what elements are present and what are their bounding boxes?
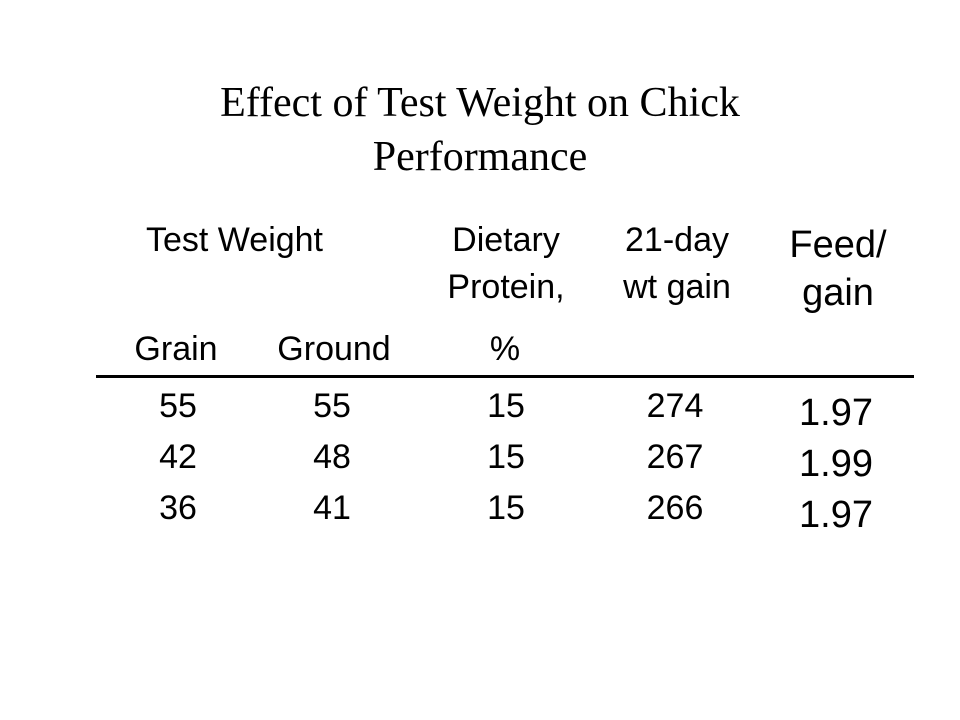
table-cell-protein: 15 [487,438,525,476]
header-dietary-protein-line-1: Dietary [452,221,560,259]
table-cell-protein: 15 [487,489,525,527]
table-cell-gain: 274 [646,387,704,425]
table-cell-grain: 42 [159,438,197,476]
table-cell-gain: 266 [646,489,704,527]
header-divider [96,375,914,378]
header-wt-gain-line-1: 21-day [625,221,729,259]
table-cell-grain: 55 [159,387,197,425]
slide-title: Effect of Test Weight on Chick Performan… [0,76,960,184]
subheader-grain: Grain [134,330,218,368]
table-cell-ground: 41 [313,489,351,527]
subheader-ground: Ground [277,330,391,368]
header-feed-gain-line-2: gain [802,272,874,314]
table-cell-gain: 267 [646,438,704,476]
slide-title-line-2: Performance [372,134,588,180]
slide-title-line-1: Effect of Test Weight on Chick [220,80,740,126]
table-cell-ground: 55 [313,387,351,425]
subheader-percent: % [489,330,521,368]
header-wt-gain-line-2: wt gain [623,268,731,306]
table-cell-feed-gain: 1.99 [799,443,873,485]
table-cell-protein: 15 [487,387,525,425]
table-cell-grain: 36 [159,489,197,527]
table-cell-feed-gain: 1.97 [799,392,873,434]
header-test-weight: Test Weight [146,221,324,259]
header-feed-gain-line-1: Feed/ [789,224,887,266]
header-dietary-protein-line-2: Protein, [447,268,565,306]
table-cell-feed-gain: 1.97 [799,494,873,536]
table-cell-ground: 48 [313,438,351,476]
